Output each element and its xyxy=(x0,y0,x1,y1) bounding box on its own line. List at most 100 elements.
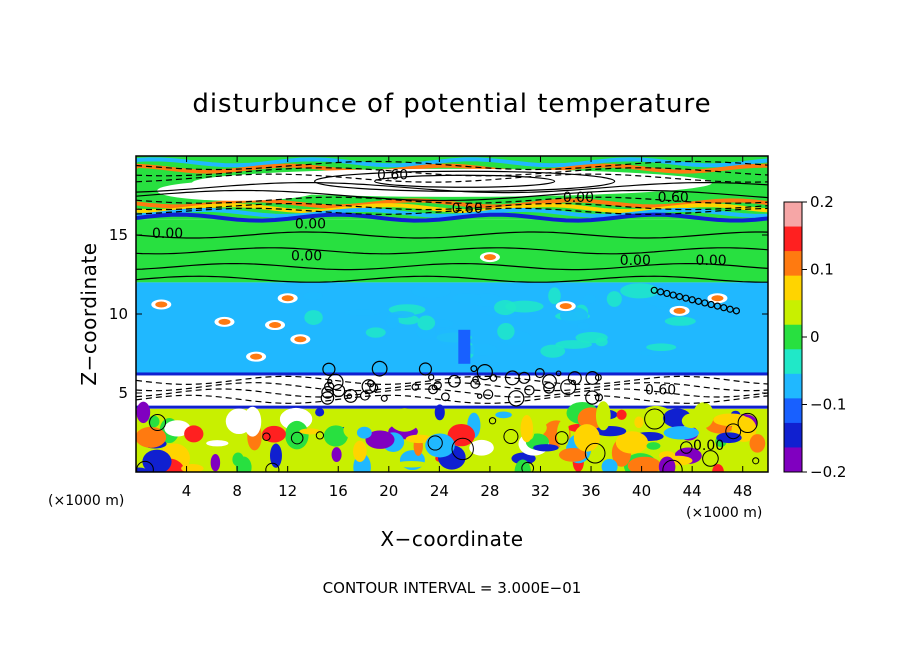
mid-layer-cell xyxy=(385,313,399,329)
boundary-layer-cell xyxy=(434,404,445,421)
boundary-layer-cell xyxy=(712,464,724,472)
boundary-layer-cell xyxy=(395,460,428,468)
boundary-layer-cell xyxy=(184,425,204,443)
boundary-layer-cell xyxy=(558,447,587,462)
x-tick-label: 4 xyxy=(182,482,192,500)
x-tick-label: 20 xyxy=(379,482,398,500)
boundary-layer-cell xyxy=(136,426,167,448)
boundary-contour xyxy=(725,423,742,440)
boundary-layer-cell xyxy=(164,420,191,437)
mid-layer-cell xyxy=(304,310,323,325)
mid-layer-cell xyxy=(582,294,597,304)
boundary-layer-cell xyxy=(323,425,348,447)
boundary-layer-cell xyxy=(601,458,618,472)
colorbar-ticks: 0.2 0.1 0 −0.1 −0.2 xyxy=(802,193,846,481)
boundary-layer-cell xyxy=(243,406,262,437)
colorbar-tick-label: −0.1 xyxy=(810,396,846,414)
warm-patch-core xyxy=(711,295,724,302)
convective-contour xyxy=(594,373,602,381)
convective-contour xyxy=(476,393,483,399)
convective-contour xyxy=(346,393,353,399)
contour-chain xyxy=(694,297,703,305)
warm-patch-core xyxy=(155,301,168,308)
convective-contour xyxy=(542,374,557,389)
boundary-contour xyxy=(644,408,666,430)
contour-label: 0.00 xyxy=(693,438,724,454)
convective-contour xyxy=(594,393,604,402)
contour-chain xyxy=(713,302,722,310)
boundary-layer-cell xyxy=(136,401,151,424)
convective-contour xyxy=(359,390,370,401)
boundary-contour xyxy=(427,435,443,451)
boundary-contour xyxy=(662,459,683,472)
convective-contour xyxy=(371,360,388,377)
boundary-contour xyxy=(554,431,569,445)
x-tick-label: 28 xyxy=(480,482,499,500)
boundary-layer-cell xyxy=(595,401,611,431)
stratosphere-stripe xyxy=(136,157,768,168)
boundary-layer-cell xyxy=(469,439,494,456)
boundary-contour xyxy=(680,441,693,454)
boundary-layer-cell xyxy=(646,442,661,450)
convective-contour xyxy=(504,370,520,386)
boundary-layer-cell xyxy=(206,440,229,447)
boundary-contour xyxy=(315,431,325,440)
convective-contour xyxy=(440,392,450,402)
boundary-layer-cell xyxy=(658,451,676,460)
dashed-contour xyxy=(136,173,768,183)
convective-contour xyxy=(585,371,600,385)
dashed-contour xyxy=(136,388,768,398)
convective-contour xyxy=(489,374,498,382)
boundary-layer-cell xyxy=(210,453,221,472)
warm-patch-core xyxy=(269,322,282,329)
convective-contour xyxy=(476,364,493,381)
boundary-contour xyxy=(752,457,760,465)
colorbar: 0.2 0.1 0 −0.1 −0.2 xyxy=(783,193,846,481)
contour-layer xyxy=(136,160,768,472)
solid-contour xyxy=(136,189,768,202)
boundary-layer-cell xyxy=(681,413,702,429)
convective-contour xyxy=(366,379,375,388)
colorbar-cell xyxy=(784,324,802,350)
boundary-layer-cell xyxy=(573,424,600,452)
convective-contour xyxy=(343,388,358,403)
convective-contour xyxy=(411,383,420,391)
contour-label: 0.00 xyxy=(696,253,727,269)
y-axis-title: Z−coordinate xyxy=(77,242,101,385)
warm-patch-core xyxy=(559,303,572,310)
boundary-contour xyxy=(702,450,719,467)
stratosphere-stripe xyxy=(136,207,768,218)
mid-layer-cell xyxy=(417,315,436,331)
convective-contour xyxy=(327,379,333,385)
boundary-layer-cell xyxy=(616,409,627,420)
convective-contour xyxy=(447,374,461,388)
contour-chain xyxy=(732,307,741,315)
colorbar-cell xyxy=(784,422,802,448)
mid-layer-cell xyxy=(639,349,665,357)
boundary-layer-cell xyxy=(533,444,559,452)
x-tick-label: 44 xyxy=(683,482,702,500)
convective-contour xyxy=(543,382,555,394)
contour-chain xyxy=(682,294,690,302)
boundary-layer-cell xyxy=(269,443,282,468)
convective-contour xyxy=(470,365,478,373)
x-tick-label: 12 xyxy=(278,482,297,500)
boundary-contour xyxy=(262,432,271,441)
boundary-contour xyxy=(290,431,304,445)
x-tick-label: 48 xyxy=(733,482,752,500)
boundary-layer-cell xyxy=(262,425,286,443)
warm-patch-core xyxy=(281,295,294,302)
boundary-contour xyxy=(737,412,758,434)
boundary-layer-cell xyxy=(353,440,367,462)
colorbar-cell xyxy=(784,275,802,301)
boundary-layer-cell xyxy=(232,452,244,467)
contour-label: 0.00 xyxy=(291,248,322,264)
convective-contour xyxy=(418,362,433,376)
solid-contour xyxy=(136,231,768,239)
x-tick-label: 16 xyxy=(329,482,348,500)
convective-contour xyxy=(483,389,494,400)
mid-layer-cell xyxy=(646,343,677,352)
warm-patch-core xyxy=(218,318,231,325)
convective-contour xyxy=(322,362,336,376)
